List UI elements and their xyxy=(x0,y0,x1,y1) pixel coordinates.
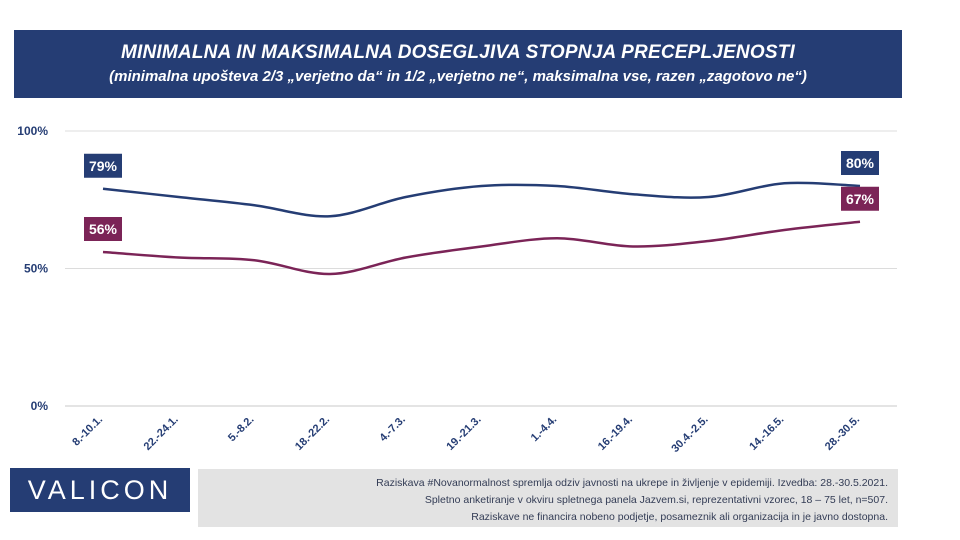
y-tick-label: 50% xyxy=(24,262,48,276)
chart-subtitle: (minimalna upošteva 2/3 „verjetno da“ in… xyxy=(109,68,807,85)
x-tick-label: 8.-10.1. xyxy=(70,414,105,449)
data-label: 67% xyxy=(846,191,875,207)
line-chart: 100% 50% 0% 8.-10.1. 22.-24.1. 5.-8.2. 18.-22.… xyxy=(17,124,897,455)
data-label: 56% xyxy=(89,221,118,237)
series-line-1 xyxy=(102,181,861,218)
x-tick-label: 18.-22.2. xyxy=(293,414,332,453)
footnote-box: Raziskava #Novanormalnost spremlja odziv… xyxy=(198,469,898,527)
footnote-line-1: Raziskava #Novanormalnost spremlja odziv… xyxy=(376,477,888,489)
footnote-line-3: Raziskave ne financira nobeno podjetje, … xyxy=(471,511,888,523)
valicon-logo: VALICON xyxy=(10,468,190,512)
data-label-box xyxy=(841,186,879,211)
data-label: 79% xyxy=(89,158,118,174)
x-tick-label: 30.4.-2.5. xyxy=(669,414,710,455)
data-label: 80% xyxy=(846,155,875,171)
footnote-line-2: Spletno anketiranje v okviru spletnega p… xyxy=(424,494,888,506)
x-tick-label: 16.-19.4. xyxy=(596,414,635,453)
logo-text: VALICON xyxy=(27,474,173,505)
data-label-box xyxy=(841,151,879,175)
x-tick-label: 1.-4.4. xyxy=(529,414,560,445)
chart-title: MINIMALNA IN MAKSIMALNA DOSEGLJIVA STOPN… xyxy=(121,42,795,63)
y-tick-label: 0% xyxy=(31,399,49,413)
x-tick-label: 5.-8.2. xyxy=(226,414,257,445)
series-line-2 xyxy=(102,220,861,276)
y-tick-label: 100% xyxy=(17,124,48,138)
x-tick-label: 22.-24.1. xyxy=(142,414,181,453)
x-tick-label: 14.-16.5. xyxy=(747,414,786,453)
x-tick-label: 28.-30.5. xyxy=(823,414,862,453)
data-label-box xyxy=(84,217,122,241)
x-tick-label: 19.-21.3. xyxy=(444,414,483,453)
title-banner: MINIMALNA IN MAKSIMALNA DOSEGLJIVA STOPN… xyxy=(14,30,902,98)
x-tick-label: 4.-7.3. xyxy=(377,414,408,445)
data-label-box xyxy=(84,153,122,178)
